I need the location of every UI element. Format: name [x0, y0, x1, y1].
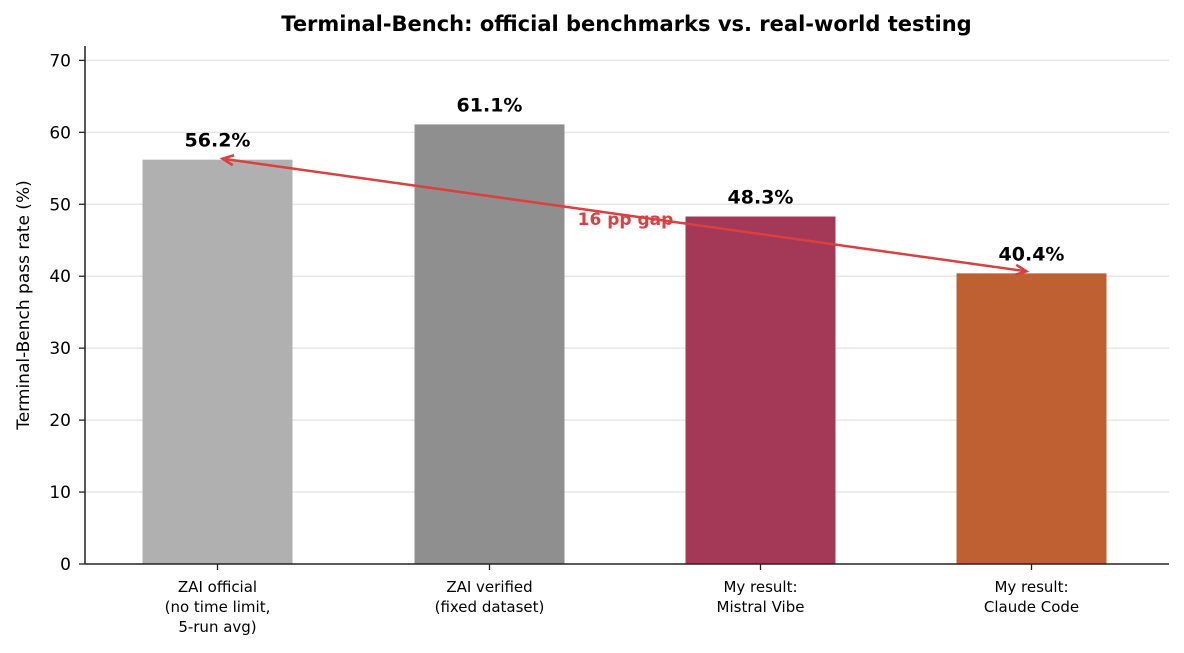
x-tick-label-line: (fixed dataset) — [434, 598, 545, 616]
x-tick-label-line: (no time limit, — [164, 598, 271, 616]
x-tick-label-line: My result: — [994, 578, 1069, 596]
x-tick-label-line: 5-run avg) — [178, 618, 257, 636]
arrowhead-left-icon — [219, 154, 235, 167]
bar — [956, 273, 1107, 564]
chart-title: Terminal-Bench: official benchmarks vs. … — [281, 12, 972, 36]
y-tick-label: 10 — [49, 483, 71, 503]
y-tick-label: 0 — [60, 555, 71, 575]
bar-value-label: 56.2% — [185, 130, 251, 152]
y-tick-label: 50 — [49, 195, 71, 215]
x-tick-label-line: Mistral Vibe — [716, 598, 805, 616]
y-tick-label: 20 — [49, 411, 71, 431]
x-tick-label: My result: Claude Code — [932, 577, 1132, 617]
bar — [142, 159, 293, 564]
x-tick-label-line: ZAI verified — [446, 578, 533, 596]
y-tick-label: 30 — [49, 339, 71, 359]
bar-value-label: 61.1% — [457, 94, 523, 116]
y-tick-label: 40 — [49, 267, 71, 287]
bar — [414, 124, 565, 565]
bar-value-label: 48.3% — [728, 187, 794, 209]
y-tick-label: 70 — [49, 51, 71, 71]
x-tick-label: My result: Mistral Vibe — [661, 577, 861, 617]
bar-value-label: 40.4% — [999, 243, 1065, 265]
bar — [685, 216, 836, 564]
x-tick-label: ZAI verified (fixed dataset) — [390, 577, 590, 617]
y-tick-label: 60 — [49, 123, 71, 143]
x-tick-label-line: My result: — [723, 578, 798, 596]
x-tick-label-line: ZAI official — [177, 578, 258, 596]
gap-annotation-label: 16 pp gap — [578, 210, 674, 230]
gap-arrow-line — [222, 157, 1027, 273]
x-tick-label-line: Claude Code — [983, 598, 1080, 616]
arrowhead-right-icon — [1014, 263, 1030, 276]
x-tick-label: ZAI official (no time limit, 5-run avg) — [118, 577, 318, 637]
